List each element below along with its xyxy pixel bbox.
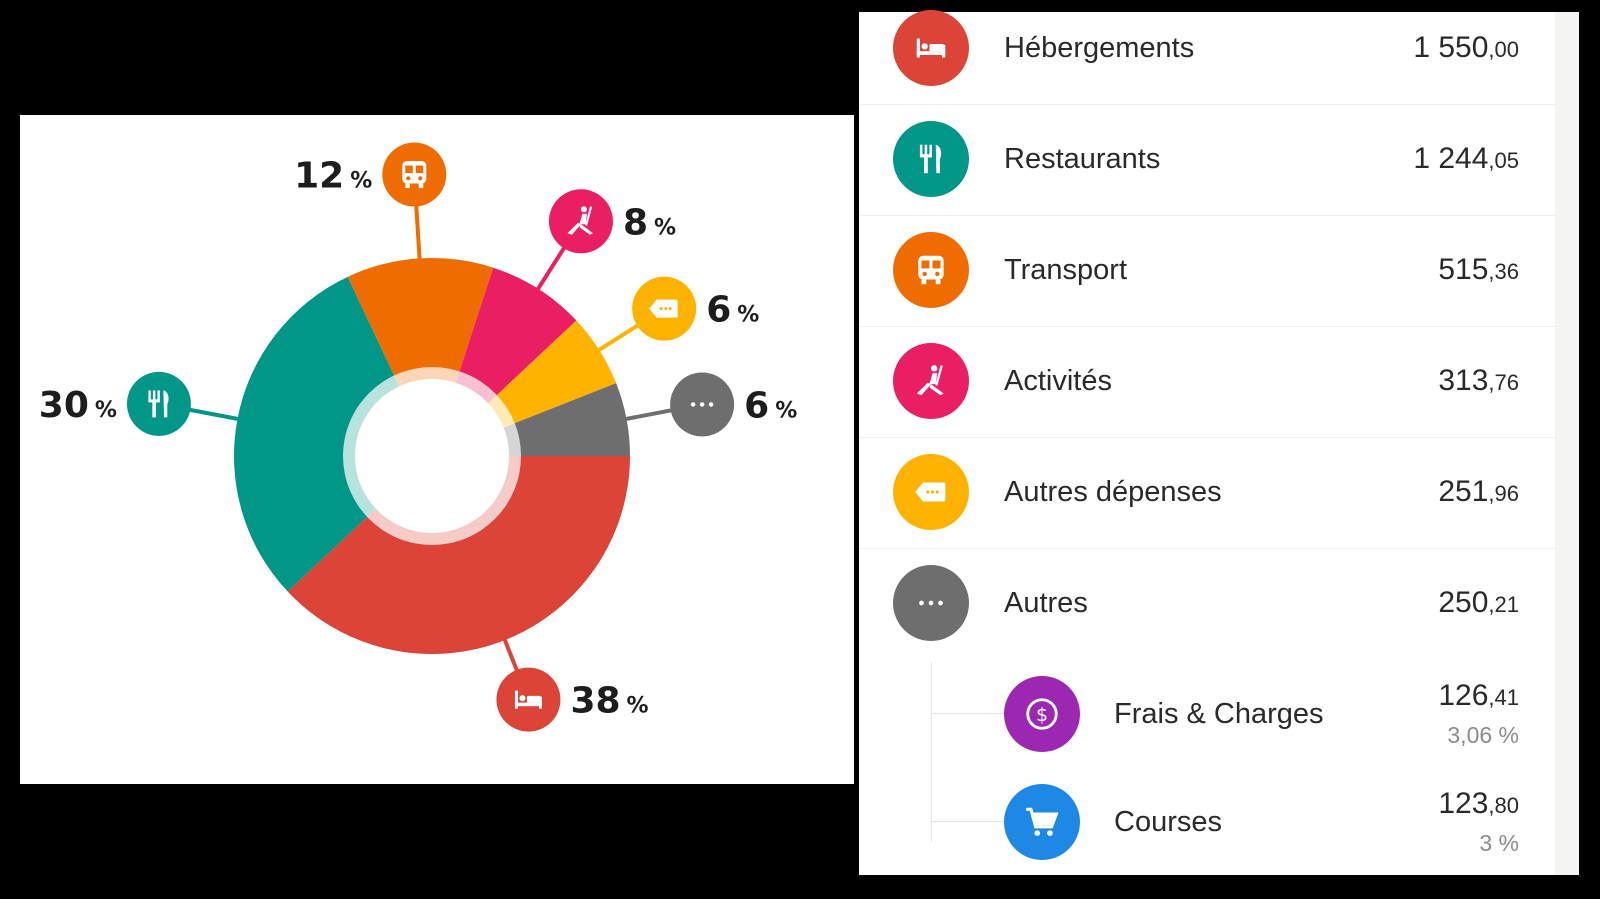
donut-slice[interactable] [287, 456, 630, 655]
more-dots-icon [690, 402, 714, 407]
list-item-icon-circle [893, 10, 969, 86]
fork-knife-icon [148, 390, 169, 418]
list-item-name: Activités [1004, 365, 1112, 397]
tag-icon [649, 299, 678, 318]
slice-percent-label: 38% [570, 681, 648, 722]
list-item-icon-circle [893, 343, 969, 419]
callout-icon-circle [126, 371, 191, 436]
donut-chart: 38 % 30 % 12 % 8 % 6 % 6% [39, 142, 797, 732]
train-icon [402, 161, 427, 189]
donut-hole [355, 379, 509, 533]
subcategory-amount: 123,80 [1438, 787, 1519, 820]
list-item-amount: 251,96 [1438, 475, 1519, 508]
list-item-amount: 1 550,00 [1413, 31, 1519, 64]
kayak-icon [912, 362, 950, 400]
list-item-name: Transport [1004, 254, 1128, 286]
list-item-icon-circle [893, 121, 969, 197]
train-icon [912, 251, 950, 289]
subcategory-item[interactable]: Courses 123,80 3 % [859, 767, 1555, 877]
subcategory-amount: 126,41 [1438, 679, 1519, 712]
subcategory-icon-circle [1004, 784, 1080, 860]
list-item-amount: 515,36 [1438, 253, 1519, 286]
cart-icon [1023, 803, 1061, 841]
subcategory-item[interactable]: $ Frais & Charges 126,41 3,06 % [859, 659, 1555, 769]
list-item[interactable]: Activités 313,76 [859, 325, 1555, 438]
subcategory-percent: 3 % [1479, 830, 1519, 856]
subcategory-name: Courses [1114, 806, 1222, 838]
fork-knife-icon [912, 140, 950, 178]
subcategory-icon-circle: $ [1004, 676, 1080, 752]
donut-slice[interactable] [234, 276, 432, 592]
svg-text:$: $ [1036, 704, 1048, 726]
list-item[interactable]: Hébergements 1 550,00 [859, 0, 1555, 105]
list-item-icon-circle [893, 565, 969, 641]
list-item-amount: 250,21 [1438, 586, 1519, 619]
subcategory-tree-branch [931, 821, 1004, 822]
donut-slice[interactable] [347, 258, 494, 456]
kayak-icon [567, 206, 593, 235]
slice-percent-label: 6% [706, 290, 759, 331]
list-item[interactable]: Autres dépenses 251,96 [859, 436, 1555, 549]
bed-icon [514, 690, 542, 709]
category-list: Hébergements 1 550,00 Restaurants 1 244,… [859, 10, 1579, 877]
slice-percent-label: 30% [39, 385, 117, 426]
list-item[interactable]: Transport 515,36 [859, 214, 1555, 327]
list-item-icon-circle [893, 232, 969, 308]
list-item[interactable]: Autres 250,21 [859, 547, 1555, 659]
list-item-name: Hébergements [1004, 32, 1195, 64]
dollar-icon: $ [1023, 695, 1061, 733]
list-item-name: Restaurants [1004, 143, 1161, 175]
chart-panel: 38% 30% 12% 8% 6% 6% [20, 115, 854, 784]
subcategory-tree-branch [931, 713, 1004, 714]
bed-icon [912, 29, 950, 67]
list-item[interactable]: Restaurants 1 244,05 [859, 103, 1555, 216]
subcategory-tree-line [931, 662, 932, 842]
list-item-name: Autres [1004, 587, 1088, 619]
list-item-icon-circle [893, 454, 969, 530]
more-dots-icon [912, 584, 950, 622]
slice-percent-label: 6% [744, 385, 797, 426]
tag-icon [912, 473, 950, 511]
subcategory-name: Frais & Charges [1114, 698, 1324, 730]
list-item-amount: 313,76 [1438, 364, 1519, 397]
list-scroll-gutter [1555, 12, 1579, 875]
list-item-amount: 1 244,05 [1413, 142, 1519, 175]
slice-percent-label: 12% [294, 156, 372, 197]
list-item-name: Autres dépenses [1004, 476, 1222, 508]
slice-percent-label: 8% [623, 202, 676, 243]
subcategory-percent: 3,06 % [1447, 722, 1519, 748]
